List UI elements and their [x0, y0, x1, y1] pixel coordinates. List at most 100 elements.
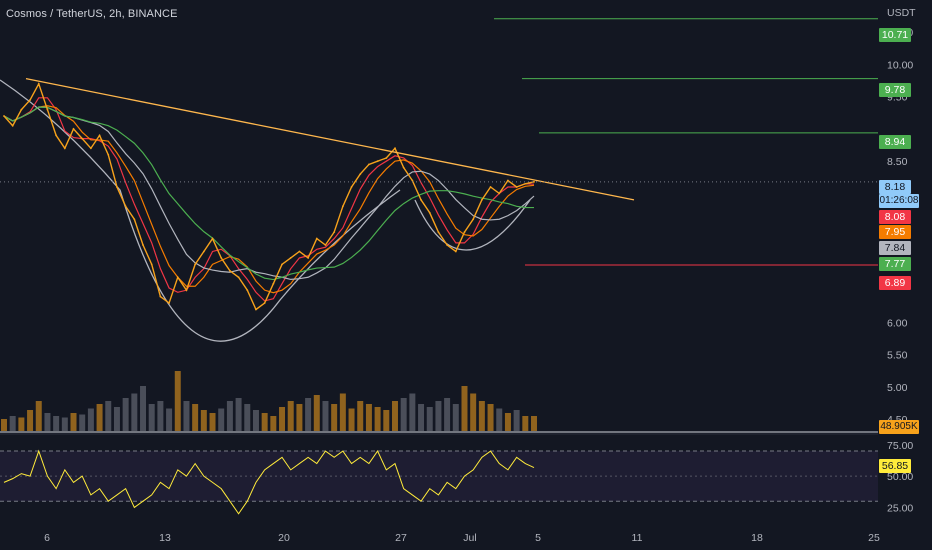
price-tick-label: 8.50 — [887, 156, 908, 168]
price-point — [324, 244, 327, 246]
price-point — [72, 128, 75, 130]
time-tick-label: 18 — [751, 532, 763, 544]
price-series — [3, 82, 535, 311]
volume-bar — [435, 401, 442, 431]
price-tick-label: 10.00 — [887, 59, 913, 71]
price-tag: 7.77 — [879, 257, 911, 271]
volume-bar — [426, 407, 433, 431]
price-point — [116, 186, 118, 188]
volume-bar — [27, 410, 34, 431]
time-tick-label: 27 — [395, 532, 407, 544]
volume-bar — [478, 401, 485, 431]
time-tick-label: 6 — [44, 532, 50, 544]
price-point — [402, 166, 405, 169]
price-point — [220, 257, 223, 259]
price-tag: 7.84 — [879, 241, 911, 255]
price-point — [411, 179, 414, 182]
volume-bar — [531, 416, 537, 431]
volume-bar — [79, 414, 86, 431]
volume-bar — [244, 404, 251, 431]
ma-3-line — [3, 97, 535, 302]
volume-bar — [113, 407, 120, 431]
price-tick-label: 5.00 — [887, 382, 908, 394]
volume-bar — [166, 408, 173, 431]
price-point — [20, 108, 23, 111]
volume-bar — [96, 404, 103, 431]
price-point — [368, 163, 370, 166]
price-point — [507, 179, 509, 182]
chart-title: Cosmos / TetherUS, 2h, BINANCE — [6, 8, 178, 20]
price-point — [498, 192, 501, 195]
price-point — [333, 231, 336, 234]
price-point — [46, 108, 49, 111]
time-tick-label: 20 — [278, 532, 290, 544]
volume-bar — [313, 395, 320, 431]
volume-bar — [261, 413, 268, 431]
volume-bar — [287, 401, 294, 431]
price-point — [63, 147, 66, 150]
moving-averages — [3, 97, 535, 302]
price-point — [150, 263, 153, 266]
volume-bar — [209, 413, 216, 431]
rsi-panel — [3, 449, 535, 515]
time-tick-label: 11 — [632, 532, 643, 544]
volume-bar — [365, 404, 372, 431]
price-line — [3, 82, 535, 311]
price-point — [81, 137, 84, 140]
price-point — [376, 160, 379, 163]
volume-bars — [1, 371, 537, 431]
price-point — [237, 276, 240, 279]
price-tag: 9.78 — [879, 83, 911, 97]
price-point — [289, 257, 292, 259]
price-point — [307, 257, 309, 259]
price-point — [29, 99, 31, 101]
time-tick-label: 5 — [535, 532, 541, 544]
price-point — [89, 147, 92, 150]
volume-bar — [9, 416, 16, 431]
price-point — [515, 186, 518, 188]
price-point — [480, 198, 483, 201]
volume-bar — [470, 393, 477, 431]
price-point — [159, 295, 162, 298]
price-point — [281, 263, 283, 266]
volume-bar — [513, 410, 520, 431]
price-tag: 8.94 — [879, 135, 911, 149]
volume-bar — [452, 404, 459, 431]
price-point — [3, 115, 5, 117]
rsi-tick-label: 25.00 — [887, 502, 913, 514]
price-point — [359, 173, 362, 175]
price-point — [463, 231, 466, 234]
volume-bar — [70, 413, 77, 431]
volume-bar — [418, 404, 425, 431]
volume-bar — [331, 404, 338, 431]
cup-arc — [0, 79, 401, 342]
price-point — [472, 218, 475, 221]
volume-bar — [18, 417, 25, 431]
volume-bar — [148, 404, 155, 431]
volume-bar — [461, 386, 468, 431]
price-point — [437, 231, 440, 234]
price-point — [341, 205, 344, 208]
volume-bar — [53, 416, 60, 431]
volume-bar — [296, 404, 303, 431]
price-point — [298, 250, 301, 253]
price-tag: 8.08 — [879, 210, 911, 224]
volume-bar — [235, 398, 242, 431]
price-point — [211, 237, 214, 240]
price-point — [246, 289, 249, 292]
price-tag: 56.85 — [879, 459, 911, 473]
volume-bar — [252, 410, 259, 431]
ma-14-line — [3, 106, 535, 281]
price-point — [98, 134, 101, 137]
price-tag: 48.905K — [879, 420, 919, 434]
volume-bar — [192, 404, 199, 431]
price-point — [428, 211, 431, 214]
volume-bar — [183, 401, 190, 431]
volume-bar — [61, 417, 68, 431]
rsi-series — [3, 449, 535, 515]
volume-bar — [383, 410, 390, 431]
volume-bar — [496, 408, 503, 431]
ma-5-line — [3, 105, 535, 294]
